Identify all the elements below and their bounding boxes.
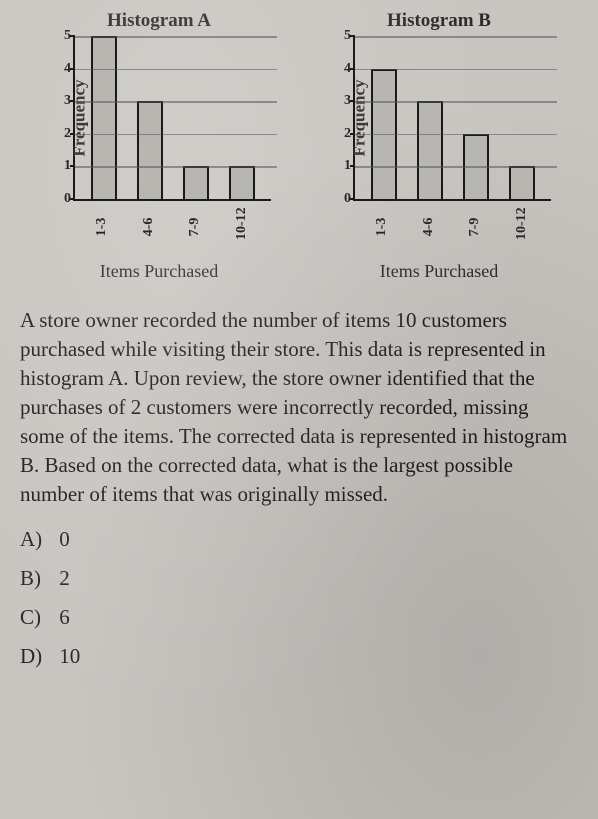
- answer-options: A) 0 B) 2 C) 6 D) 10: [20, 527, 578, 669]
- gridline: [75, 36, 277, 38]
- ytick-mark: [70, 198, 75, 200]
- gridline: [355, 36, 557, 38]
- xtick-label: 7-9: [467, 214, 483, 240]
- xtick-label: 1-3: [374, 214, 390, 240]
- histogram-bar: [509, 166, 535, 199]
- gridline: [75, 69, 277, 71]
- ytick-mark: [70, 165, 75, 167]
- option-c-letter: C): [20, 605, 54, 630]
- option-c-value: 6: [59, 605, 70, 629]
- ytick-mark: [70, 133, 75, 135]
- xtick-label: 4-6: [421, 214, 437, 240]
- histogram-bar: [183, 166, 209, 199]
- ytick-mark: [350, 100, 355, 102]
- histogram-b-plot: Frequency 012345: [353, 36, 551, 201]
- ytick-label: 4: [337, 61, 351, 77]
- ytick-label: 1: [57, 158, 71, 174]
- gridline: [355, 134, 557, 136]
- ytick-label: 2: [337, 126, 351, 142]
- ytick-mark: [350, 133, 355, 135]
- gridline: [355, 101, 557, 103]
- option-a-value: 0: [59, 527, 70, 551]
- gridline: [75, 101, 277, 103]
- xtick-label: 1-3: [94, 214, 110, 240]
- ytick-label: 3: [337, 93, 351, 109]
- option-d-letter: D): [20, 644, 54, 669]
- option-a: A) 0: [20, 527, 578, 552]
- ytick-label: 1: [337, 158, 351, 174]
- histogram-a-xticks: 1-34-67-910-12: [73, 201, 271, 235]
- xtick-label: 10-12: [514, 214, 530, 240]
- option-c: C) 6: [20, 605, 578, 630]
- option-b-letter: B): [20, 566, 54, 591]
- histogram-b-yticks: 012345: [337, 36, 351, 199]
- gridline: [75, 166, 277, 168]
- histogram-bar: [229, 166, 255, 199]
- xtick-label: 7-9: [187, 214, 203, 240]
- ytick-label: 5: [57, 28, 71, 44]
- gridline: [75, 134, 277, 136]
- gridline: [355, 166, 557, 168]
- histogram-a-plot: Frequency 012345: [73, 36, 271, 201]
- histogram-b-bars: [355, 36, 551, 199]
- ytick-mark: [350, 165, 355, 167]
- ytick-label: 0: [337, 191, 351, 207]
- ytick-mark: [70, 100, 75, 102]
- histogram-bar: [91, 36, 117, 199]
- ytick-mark: [350, 35, 355, 37]
- ytick-label: 4: [57, 61, 71, 77]
- ytick-label: 2: [57, 126, 71, 142]
- histogram-a-title: Histogram A: [39, 10, 279, 32]
- xtick-label: 4-6: [141, 214, 157, 240]
- histogram-bar: [137, 101, 163, 199]
- histogram-b: Histogram B Frequency 012345 1-34-67-910…: [319, 10, 559, 282]
- ytick-label: 5: [337, 28, 351, 44]
- charts-row: Histogram A Frequency 012345 1-34-67-910…: [20, 10, 578, 282]
- ytick-label: 3: [57, 93, 71, 109]
- xtick-label: 10-12: [234, 214, 250, 240]
- histogram-a: Histogram A Frequency 012345 1-34-67-910…: [39, 10, 279, 282]
- option-d-value: 10: [59, 644, 80, 668]
- histogram-bar: [417, 101, 443, 199]
- ytick-mark: [350, 198, 355, 200]
- histogram-a-bars: [75, 36, 271, 199]
- histogram-a-xlabel: Items Purchased: [39, 261, 279, 282]
- option-b-value: 2: [59, 566, 70, 590]
- ytick-mark: [70, 68, 75, 70]
- histogram-b-xlabel: Items Purchased: [319, 261, 559, 282]
- ytick-mark: [350, 68, 355, 70]
- ytick-mark: [70, 35, 75, 37]
- histogram-b-title: Histogram B: [319, 10, 559, 32]
- ytick-label: 0: [57, 191, 71, 207]
- option-d: D) 10: [20, 644, 578, 669]
- histogram-b-xticks: 1-34-67-910-12: [353, 201, 551, 235]
- gridline: [355, 69, 557, 71]
- option-a-letter: A): [20, 527, 54, 552]
- question-text: A store owner recorded the number of ite…: [20, 306, 578, 509]
- histogram-a-yticks: 012345: [57, 36, 71, 199]
- option-b: B) 2: [20, 566, 578, 591]
